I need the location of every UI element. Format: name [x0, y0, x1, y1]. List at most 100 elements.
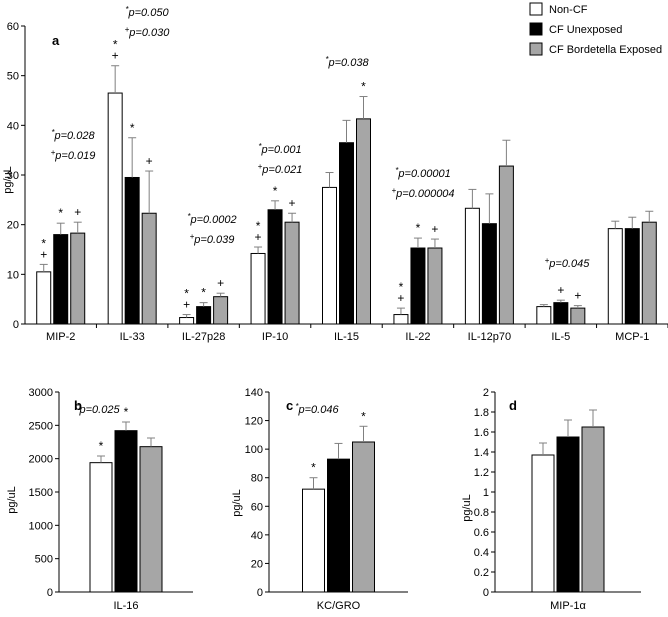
significance-star: * [361, 80, 366, 94]
bar-mip-2-cf-unexposed [53, 234, 69, 325]
p-value-annotation: +p=0.021 [258, 162, 303, 176]
legend-label-non-cf: Non-CF [549, 4, 588, 16]
p-value-text: p=0.030 [128, 27, 170, 39]
p-value-annotation: +p=0.030 [125, 25, 171, 39]
p-value-text: p=0.045 [548, 258, 590, 270]
p-value-annotation: +p=0.000004 [391, 186, 454, 200]
category-label-mcp-1: MCP-1 [615, 331, 649, 343]
p-value-symbol: * [51, 128, 55, 137]
p-value-annotation: *p=0.001 [258, 142, 301, 156]
category-label-il-12p70: IL-12p70 [468, 331, 511, 343]
category-label-mip-1: MIP-1α [550, 600, 586, 612]
p-value-annotation: *p=0.028 [51, 128, 95, 142]
significance-star: * [361, 409, 366, 423]
y-tick-label: 2 [483, 387, 489, 399]
p-value-text: p=0.038 [328, 57, 370, 69]
y-tick-label: 0 [13, 319, 19, 331]
p-value-text: p=0.0002 [189, 214, 236, 226]
p-value-annotation: *p=0.050 [125, 5, 169, 19]
y-tick-label: 0 [47, 587, 53, 599]
significance-plus: + [255, 230, 262, 244]
y-tick-label: 3000 [29, 387, 53, 399]
bar-kc-gro-cf-unexposed [327, 458, 350, 593]
category-label-il-16: IL-16 [113, 600, 138, 612]
legend-label-cf-unexposed: CF Unexposed [549, 24, 622, 36]
p-value-text: p=0.00001 [397, 168, 450, 180]
y-tick-label: 10 [7, 269, 19, 281]
significance-plus: + [40, 247, 47, 261]
y-tick-label: 1.2 [474, 467, 489, 479]
legend-swatch-non-cf [529, 2, 543, 16]
y-tick-label: 0 [257, 587, 263, 599]
category-label-il-22: IL-22 [405, 331, 430, 343]
bar-il-33-non-cf [107, 92, 123, 325]
y-tick-label: 2500 [29, 420, 53, 432]
bar-il-15-cf-bordetella-exposed [356, 118, 371, 325]
bar-il-33-cf-unexposed [124, 176, 140, 325]
bar-mcp-1-cf-unexposed [624, 228, 640, 325]
p-value-symbol: + [125, 25, 130, 34]
category-label-il-5: IL-5 [551, 331, 570, 343]
y-tick-label: 500 [35, 554, 53, 566]
y-tick-label: 80 [251, 473, 263, 485]
y-tick-label: 2000 [29, 454, 53, 466]
bar-il-22-cf-unexposed [410, 247, 426, 325]
bar-ip-10-cf-bordetella-exposed [284, 221, 300, 325]
panel-d-chart: 0 0.2 0.4 0.6 0.8 1 1.2 1.4 1.6 1.8 2 pg/uL d MIP-1α [461, 387, 641, 612]
bar-il-5-cf-bordetella-exposed [570, 307, 586, 325]
bar-ip-10-non-cf [250, 252, 266, 325]
significance-star: * [113, 38, 118, 52]
y-tick-label: 120 [245, 416, 263, 428]
p-value-text: p=0.039 [193, 234, 234, 246]
significance-star: * [256, 219, 261, 233]
category-label-il-15: IL-15 [334, 331, 359, 343]
significance-star: * [416, 221, 421, 235]
bar-kc-gro-non-cf [302, 488, 325, 593]
y-tick-label: 0 [483, 587, 489, 599]
significance-star: * [201, 286, 206, 300]
bar-mip-2-non-cf [36, 271, 52, 325]
bar-il-12p70-cf-bordetella-exposed [498, 165, 514, 325]
bar-il-16-cf-bordetella-exposed [139, 446, 163, 593]
category-label-kc-gro: KC/GRO [317, 600, 361, 612]
bar-mip-1-cf-bordetella-exposed [581, 426, 605, 593]
legend: Non-CF CF Unexposed CF Bordetella Exposed [529, 2, 662, 56]
p-value-symbol: * [395, 166, 399, 175]
legend-label-cf-bordetella-exposed: CF Bordetella Exposed [549, 44, 662, 56]
p-value-annotation: *p=0.038 [325, 55, 369, 69]
category-label-il-33: IL-33 [120, 331, 145, 343]
p-value-annotation: +p=0.039 [190, 232, 235, 246]
p-value-symbol: + [51, 148, 56, 157]
significance-plus: + [397, 291, 404, 305]
y-axis-label: pg/uL [2, 166, 14, 194]
legend-swatch-cf-bordetella-exposed [529, 42, 543, 56]
bar-il-27p28-cf-bordetella-exposed [213, 296, 229, 325]
significance-star: * [99, 439, 104, 453]
y-tick-label: 1.6 [474, 427, 489, 439]
panel-letter: a [52, 33, 60, 48]
significance-plus: + [574, 289, 581, 303]
p-value-symbol: + [545, 256, 550, 265]
significance-plus: + [557, 283, 564, 297]
panel-letter: d [509, 398, 517, 413]
p-value-symbol: * [125, 5, 129, 14]
p-value-text: p=0.019 [54, 150, 95, 162]
significance-star: * [124, 405, 129, 419]
significance-plus: + [74, 205, 81, 219]
significance-star: * [184, 287, 189, 301]
p-value-text: p=0.050 [128, 7, 170, 19]
category-label-mip-2: MIP-2 [46, 331, 75, 343]
significance-plus: + [217, 276, 224, 290]
y-tick-label: 0.4 [474, 547, 489, 559]
bar-mip-1-non-cf [531, 454, 555, 593]
y-tick-label: 1 [483, 487, 489, 499]
y-tick-label: 60 [251, 501, 263, 513]
bar-il-15-non-cf [322, 186, 337, 325]
y-tick-label: 140 [245, 387, 263, 399]
significance-plus: + [146, 154, 153, 168]
y-tick-label: 20 [251, 558, 263, 570]
p-value-annotation: +p=0.019 [51, 148, 96, 162]
bar-il-15-cf-unexposed [339, 142, 354, 325]
bar-il-12p70-non-cf [464, 207, 480, 325]
